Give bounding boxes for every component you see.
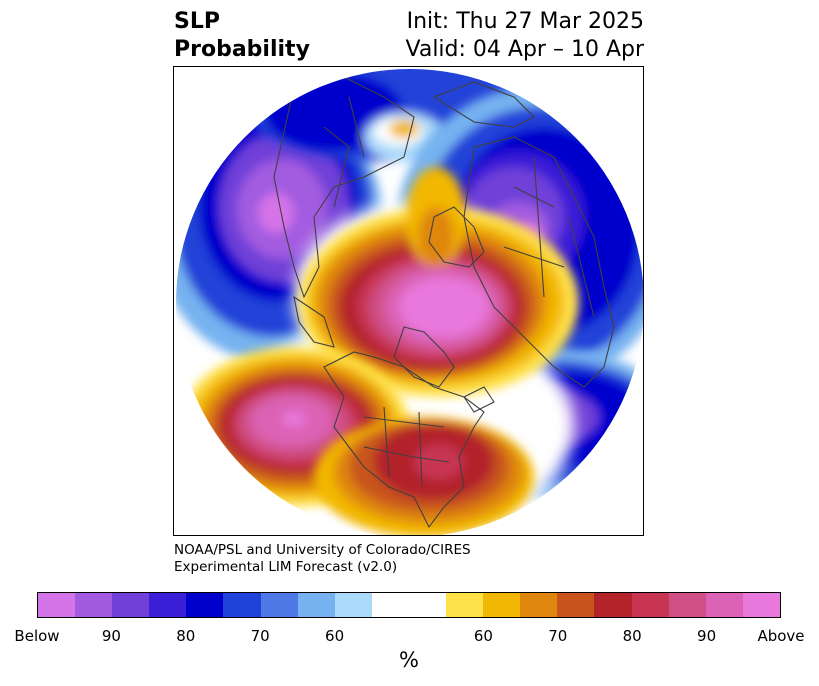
colorbar-tick-label: 80 <box>622 627 642 645</box>
title-line-1: SLP <box>174 9 220 34</box>
colorbar-tick-label: 90 <box>697 627 717 645</box>
colorbar-segment <box>38 593 76 617</box>
colorbar-segment <box>594 593 632 617</box>
colorbar-segment <box>408 593 447 617</box>
colorbar-tick-label: 90 <box>101 627 121 645</box>
colorbar-unit: % <box>399 648 419 672</box>
colorbar-segment <box>75 593 113 617</box>
valid-dates: Valid: 04 Apr – 10 Apr <box>405 37 645 62</box>
colorbar-segment <box>705 593 743 617</box>
colorbar-segment <box>334 593 372 617</box>
colorbar-tick-label: 70 <box>250 627 270 645</box>
colorbar-segment <box>297 593 335 617</box>
credit-line-1: NOAA/PSL and University of Colorado/CIRE… <box>174 542 471 558</box>
colorbar-segment <box>260 593 298 617</box>
credit-text: NOAA/PSL and University of Colorado/CIRE… <box>174 542 471 576</box>
colorbar-segment <box>371 593 409 617</box>
colorbar-segment <box>668 593 706 617</box>
above-anomaly-arctic <box>299 167 579 397</box>
colorbar-segment <box>483 593 521 617</box>
colorbar-tick-label: Above <box>757 627 805 645</box>
colorbar-tick-label: 60 <box>473 627 493 645</box>
colorbar-segment <box>112 593 150 617</box>
colorbar-segment <box>223 593 261 617</box>
colorbar-segment <box>631 593 669 617</box>
colorbar-tick-label: Below <box>14 627 60 645</box>
colorbar-tick-label: 60 <box>325 627 345 645</box>
colorbar-tick-label: 80 <box>176 627 196 645</box>
colorbar-tick-label: 70 <box>548 627 568 645</box>
colorbar-segment <box>742 593 780 617</box>
colorbar-segment <box>520 593 558 617</box>
colorbar-segment <box>446 593 484 617</box>
credit-line-2: Experimental LIM Forecast (v2.0) <box>174 559 398 575</box>
map-title: SLP Probability <box>174 8 310 64</box>
title-line-2: Probability <box>174 37 310 62</box>
land-outlines <box>273 76 615 529</box>
probability-map <box>173 66 644 536</box>
init-date: Init: Thu 27 Mar 2025 <box>406 9 644 34</box>
polar-map-svg <box>176 69 643 535</box>
colorbar-segment <box>186 593 224 617</box>
colorbar-segment <box>557 593 595 617</box>
probability-colorbar <box>37 592 781 618</box>
above-anomaly-north-america <box>314 417 534 535</box>
probability-field <box>176 69 643 535</box>
forecast-dates: Init: Thu 27 Mar 2025 Valid: 04 Apr – 10… <box>406 8 645 64</box>
colorbar-segment <box>149 593 187 617</box>
